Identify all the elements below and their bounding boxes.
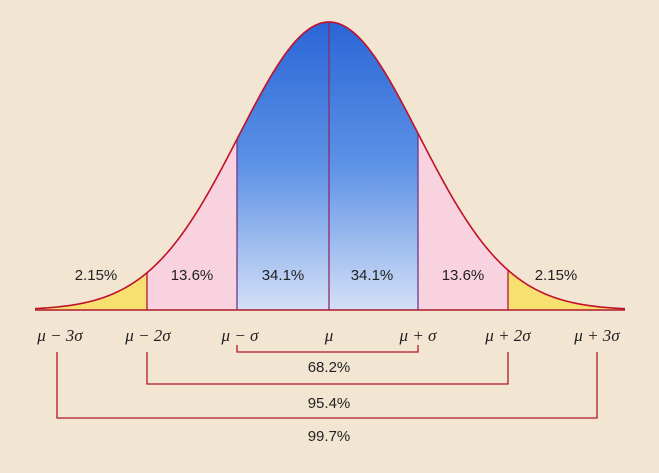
range-label: 95.4% [308,395,351,412]
region-label: 2.15% [535,267,578,284]
region-fill [237,22,329,310]
bracket-2sigma [146,352,509,385]
axis-label: μ + 3σ [573,326,620,345]
axis-label: μ [324,326,334,345]
region-label: 34.1% [351,267,394,284]
region-label: 13.6% [442,267,485,284]
region-label: 13.6% [171,267,214,284]
region-label: 2.15% [75,267,118,284]
bracket-1sigma [236,345,419,353]
region-fill [329,22,418,310]
range-label: 99.7% [308,428,351,445]
axis-label: μ − σ [221,326,260,345]
bracket-3sigma [56,352,598,419]
axis-label: μ − 2σ [124,326,171,345]
axis-label: μ + σ [399,326,438,345]
region-fill [508,270,597,310]
axis-label: μ + 2σ [484,326,531,345]
range-label: 68.2% [308,359,351,376]
region-fill [57,272,147,310]
axis-label: μ − 3σ [36,326,83,345]
region-label: 34.1% [262,267,305,284]
curve [34,21,626,310]
sigma-lines [146,22,509,310]
